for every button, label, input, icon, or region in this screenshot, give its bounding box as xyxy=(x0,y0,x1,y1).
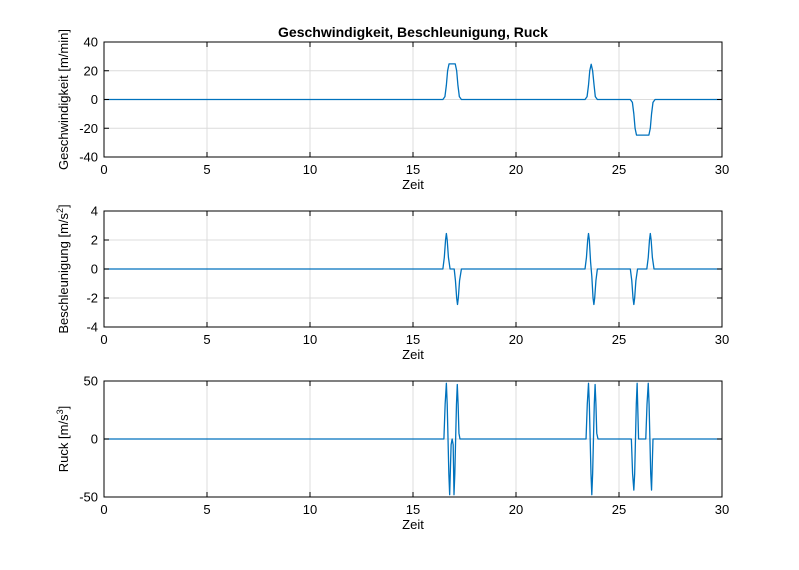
series-line xyxy=(104,382,722,496)
y-tick-label: -40 xyxy=(79,150,98,165)
series-line xyxy=(104,63,722,136)
x-axis-label: Zeit xyxy=(402,177,424,192)
series-line xyxy=(104,232,722,306)
x-tick-label: 10 xyxy=(303,162,317,177)
x-tick-label: 5 xyxy=(203,162,210,177)
y-tick-label: 0 xyxy=(91,432,98,447)
x-tick-label: 0 xyxy=(100,332,107,347)
x-tick-label: 25 xyxy=(612,162,626,177)
axes-root: 0 5 10 15 20 25 30-40-2002040ZeitGeschwindigke… xyxy=(55,29,729,532)
y-axis-label-text: Ruck [m/s xyxy=(56,414,71,472)
y-tick-label: -20 xyxy=(79,121,98,136)
y-tick-label: -4 xyxy=(86,320,98,335)
axes-2: 0 5 10 15 20 25 30 -4 -2 0 2 4 Zeit Beschleunigung [m… xyxy=(55,204,729,363)
x-tick-label: 0 xyxy=(100,162,107,177)
y-axis-label-close: ] xyxy=(56,204,71,208)
x-tick-label: 30 xyxy=(715,162,729,177)
x-tick-label: 5 xyxy=(203,502,210,517)
x-tick-label: 30 xyxy=(715,502,729,517)
x-tick-label: 25 xyxy=(612,502,626,517)
y-axis-label-text: Beschleunigung [m/s xyxy=(56,212,71,333)
x-tick-label: 30 xyxy=(715,332,729,347)
x-tick-label: 15 xyxy=(406,502,420,517)
y-tick-label: 2 xyxy=(91,233,98,248)
y-axis-label-superscript: 2 xyxy=(55,208,65,213)
y-tick-label: 4 xyxy=(91,204,98,219)
x-tick-label: 0 xyxy=(100,502,107,517)
y-axis-label-text: Geschwindigkeit [m/min] xyxy=(56,29,71,170)
y-axis-label-close: ] xyxy=(56,406,71,410)
y-axis-label-superscript: 3 xyxy=(55,409,65,414)
y-axis-label: Geschwindigkeit [m/min] xyxy=(56,29,71,170)
figure-title: Geschwindigkeit, Beschleunigung, Ruck xyxy=(278,24,548,40)
x-tick-label: 20 xyxy=(509,502,523,517)
x-tick-label: 10 xyxy=(303,502,317,517)
y-tick-label: 50 xyxy=(84,374,98,389)
y-tick-label: -50 xyxy=(79,490,98,505)
x-tick-label: 15 xyxy=(406,162,420,177)
x-tick-label: 5 xyxy=(203,332,210,347)
x-axis-label: Zeit xyxy=(402,347,424,362)
y-tick-label: 0 xyxy=(91,92,98,107)
x-axis-label: Zeit xyxy=(402,517,424,532)
x-tick-label: 20 xyxy=(509,332,523,347)
x-tick-label: 10 xyxy=(303,332,317,347)
y-axis-label: Ruck [m/s3] xyxy=(55,406,71,472)
x-tick-label: 20 xyxy=(509,162,523,177)
axes-1: 0 5 10 15 20 25 30 -40 -20 0 20 40 Zeit Geschwindigke… xyxy=(56,29,729,192)
y-tick-label: 0 xyxy=(91,262,98,277)
x-tick-label: 15 xyxy=(406,332,420,347)
y-axis-label: Beschleunigung [m/s2] xyxy=(55,204,71,333)
y-tick-label: 40 xyxy=(84,35,98,50)
y-tick-label: 20 xyxy=(84,63,98,78)
x-tick-label: 25 xyxy=(612,332,626,347)
y-tick-label: -2 xyxy=(86,291,98,306)
